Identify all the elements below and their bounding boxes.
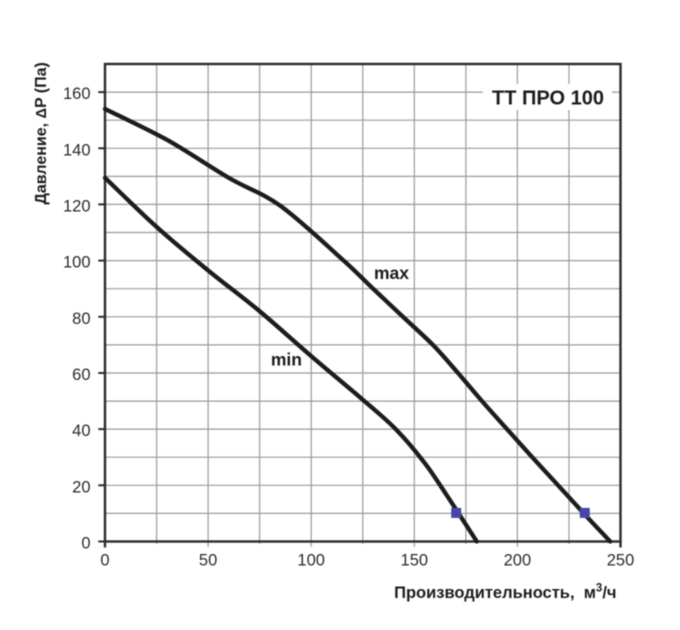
svg-text:0: 0 [100,552,109,570]
svg-text:60: 60 [72,366,90,384]
svg-text:120: 120 [63,197,91,215]
svg-text:160: 160 [63,85,91,103]
svg-text:100: 100 [63,254,91,272]
svg-text:150: 150 [401,552,429,570]
svg-text:Давление, ΔP (Па): Давление, ΔP (Па) [33,62,50,204]
svg-text:140: 140 [63,141,91,159]
svg-text:250: 250 [607,552,635,570]
svg-text:0: 0 [81,535,90,553]
svg-text:100: 100 [297,552,325,570]
svg-text:Производительность, м3/ч: Производительность, м3/ч [394,583,616,602]
svg-text:min: min [271,350,302,370]
svg-text:20: 20 [72,478,90,496]
svg-text:40: 40 [72,422,90,440]
svg-text:200: 200 [504,552,532,570]
svg-text:max: max [374,263,409,283]
svg-text:50: 50 [199,552,217,570]
svg-text:80: 80 [72,310,90,328]
svg-text:ТТ ПРО 100: ТТ ПРО 100 [492,88,604,110]
